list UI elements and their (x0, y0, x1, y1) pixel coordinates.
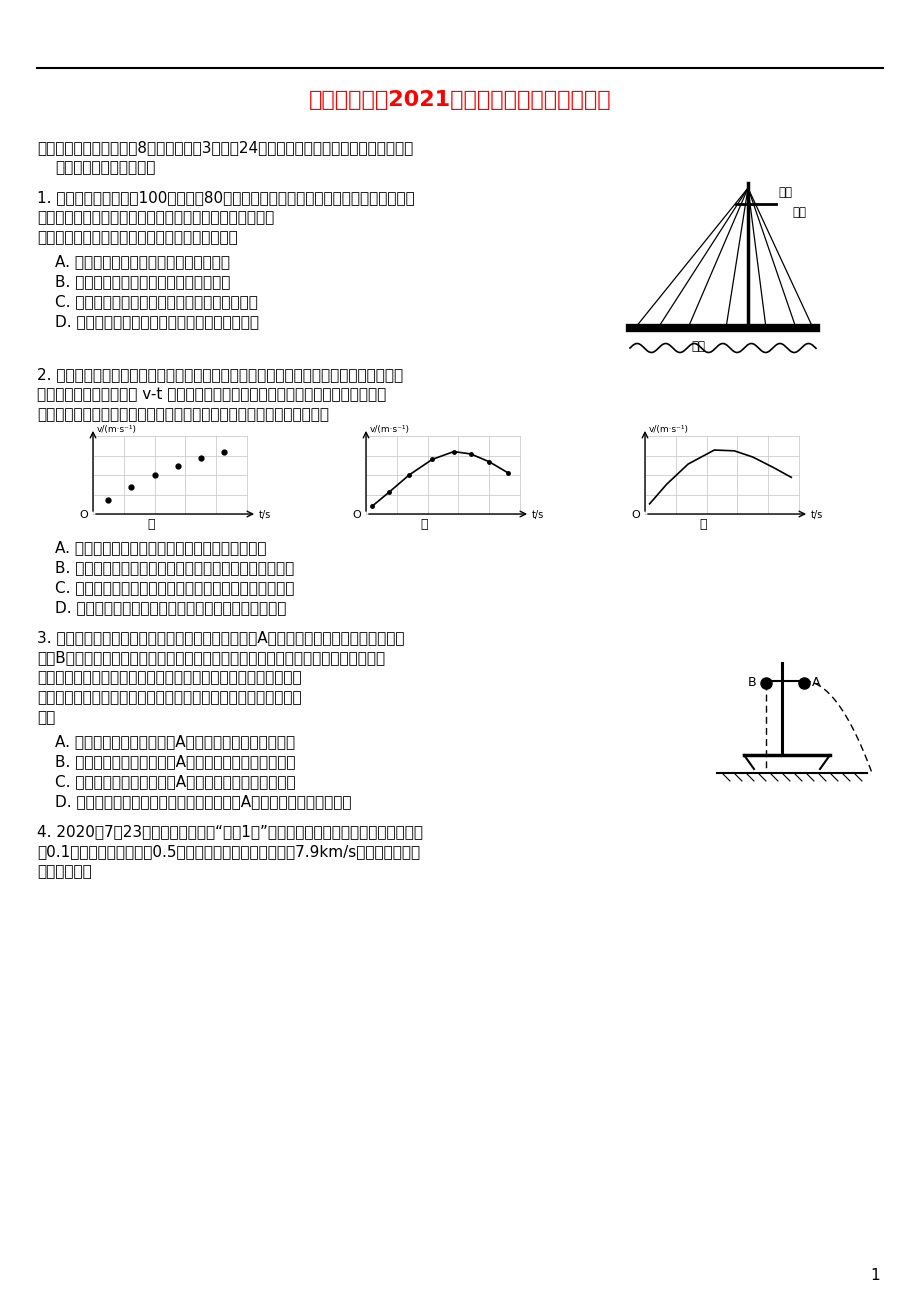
Text: O: O (79, 510, 88, 520)
Text: B. 仅改变装置高度可以得到A球在水平方向上的运动特点: B. 仅改变装置高度可以得到A球在水平方向上的运动特点 (55, 755, 295, 769)
Text: 2. 某同学用手拉通过打点计时器的纸带，在纸带上选取一些打印点，用一小段时间内的平: 2. 某同学用手拉通过打点计时器的纸带，在纸带上选取一些打印点，用一小段时间内的… (37, 367, 403, 382)
Text: 1: 1 (869, 1267, 879, 1283)
Text: 桥面: 桥面 (690, 340, 704, 353)
Text: B: B (746, 675, 755, 688)
Text: 江苏省盐城市2021届高三物理上学期期中试题: 江苏省盐城市2021届高三物理上学期期中试题 (309, 90, 610, 111)
Text: 直面内，索塔与钢索如图所示。下列说法正确的是: 直面内，索塔与钢索如图所示。下列说法正确的是 (37, 230, 237, 246)
Text: A. 仅增加索塔高度可减小钢索的拉力大小: A. 仅增加索塔高度可减小钢索的拉力大小 (55, 255, 230, 269)
Text: v/(m·s⁻¹): v/(m·s⁻¹) (96, 425, 137, 435)
Text: 甲: 甲 (148, 518, 155, 531)
Text: 丙: 丙 (699, 518, 707, 531)
Text: 乙: 乙 (420, 518, 428, 531)
Text: 视线不受遮挡的优点。单面索斜拉桥所有钢索均处在同一竖: 视线不受遮挡的优点。单面索斜拉桥所有钢索均处在同一竖 (37, 211, 274, 225)
Text: 的是: 的是 (37, 710, 55, 726)
Text: 宇宙速度约为: 宇宙速度约为 (37, 864, 92, 879)
Text: 4. 2020年7月23日，我国成功发射“天问1号”火星探测器。已知火星的质量约为地球: 4. 2020年7月23日，我国成功发射“天问1号”火星探测器。已知火星的质量约… (37, 825, 423, 839)
Text: v/(m·s⁻¹): v/(m·s⁻¹) (648, 425, 688, 435)
Text: 的0.1倍，半径约为地球的0.5倍，地球的第一宇宙速度约为7.9km/s，则火星的第一: 的0.1倍，半径约为地球的0.5倍，地球的第一宇宙速度约为7.9km/s，则火星… (37, 844, 420, 860)
Text: 一、单项选择题：本题共8小题，每小题3分，共24分。在每小题给出的四个选项中，只有: 一、单项选择题：本题共8小题，每小题3分，共24分。在每小题给出的四个选项中，只… (37, 141, 413, 156)
Text: C. 仅改变击打力度可以得到A球在竖直方向上的运动特点: C. 仅改变击打力度可以得到A球在竖直方向上的运动特点 (55, 774, 295, 790)
Text: A. 甲图中点的纵坐标对应纸带运动到该时刻的速度: A. 甲图中点的纵坐标对应纸带运动到该时刻的速度 (55, 540, 267, 556)
Text: 索塔: 索塔 (777, 186, 791, 199)
Text: t/s: t/s (811, 510, 823, 520)
Text: 3. 在如图所示的实验中，用小锤击打弹性金属片后，A球沿水平方向抛出，做平抛运动，: 3. 在如图所示的实验中，用小锤击打弹性金属片后，A球沿水平方向抛出，做平抛运动… (37, 631, 404, 645)
Text: 击打弹性金属片的力度、装置距离水平地面的高度，下列说法正确: 击打弹性金属片的力度、装置距离水平地面的高度，下列说法正确 (37, 691, 301, 705)
Text: 用折线把这些点连起来，丙图中用一条平滑的曲线将这些点顺次连接。则: 用折线把这些点连起来，丙图中用一条平滑的曲线将这些点顺次连接。则 (37, 407, 329, 423)
Text: 均速度代替瞬时速度，在 v-t 坐标系中描点作图。甲图是根据数据所描的点，乙图中: 均速度代替瞬时速度，在 v-t 坐标系中描点作图。甲图是根据数据所描的点，乙图中 (37, 388, 386, 402)
Text: D. 因速度不会发生突变，丙图与纸带实际运动更加接近: D. 因速度不会发生突变，丙图与纸带实际运动更加接近 (55, 601, 286, 615)
Text: D. 仅减少钢索的数量可减小索塔受到向下的压力: D. 仅减少钢索的数量可减小索塔受到向下的压力 (55, 315, 259, 329)
Text: 是自由落体运动，水平方向上的分运动是匀速直线运动，改变小锤: 是自由落体运动，水平方向上的分运动是匀速直线运动，改变小锤 (37, 670, 301, 686)
Text: A: A (811, 675, 820, 688)
Text: C. 仅增加钢索的数量可减小索塔受到向下的压力: C. 仅增加钢索的数量可减小索塔受到向下的压力 (55, 294, 257, 310)
Text: O: O (352, 510, 360, 520)
Text: t/s: t/s (531, 510, 544, 520)
Text: O: O (630, 510, 640, 520)
Text: 钢索: 钢索 (791, 206, 805, 219)
Text: B. 乙图中折线上每一点的纵坐标对应纸带在该时刻的速度: B. 乙图中折线上每一点的纵坐标对应纸带在该时刻的速度 (55, 561, 294, 575)
Text: D. 分别改变击打力度和装置高度，可以得到A球竖直方向上的运动特点: D. 分别改变击打力度和装置高度，可以得到A球竖直方向上的运动特点 (55, 795, 351, 809)
Text: 1. 世界上最大最雄伟的100座桥梁有80座在中国。其中单面索斜拉桥具有经济，美观，: 1. 世界上最大最雄伟的100座桥梁有80座在中国。其中单面索斜拉桥具有经济，美… (37, 190, 414, 206)
Text: A. 仅改变击打力度可以得到A球在水平方向上的运动特点: A. 仅改变击打力度可以得到A球在水平方向上的运动特点 (55, 735, 295, 749)
Text: 同时B球被释放，做自由落体运动。小明为证实平抛运动的小球在竖直方向上的分运动: 同时B球被释放，做自由落体运动。小明为证实平抛运动的小球在竖直方向上的分运动 (37, 650, 385, 666)
Text: 一项是符合题目要求的。: 一项是符合题目要求的。 (55, 160, 155, 176)
Text: B. 仅减小索塔高度可减小钢索的拉力大小: B. 仅减小索塔高度可减小钢索的拉力大小 (55, 275, 230, 290)
Text: v/(m·s⁻¹): v/(m·s⁻¹) (369, 425, 410, 435)
Text: t/s: t/s (259, 510, 271, 520)
Text: C. 丙图中曲线上每一点的纵坐标对应纸带在该时刻的速度: C. 丙图中曲线上每一点的纵坐标对应纸带在该时刻的速度 (55, 580, 294, 596)
